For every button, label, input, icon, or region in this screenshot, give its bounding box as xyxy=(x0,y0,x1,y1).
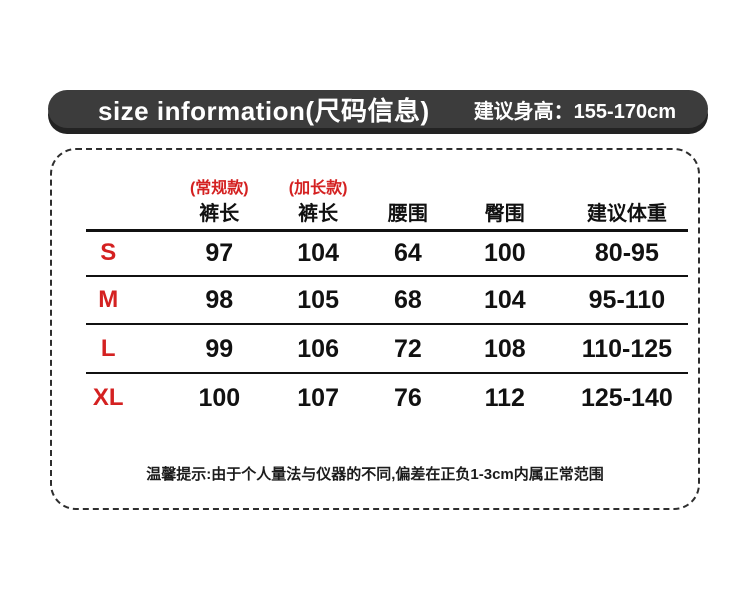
column-header-weight: 建议体重 xyxy=(556,200,698,228)
column-header-hip: 臀围 xyxy=(454,200,556,228)
row-divider xyxy=(86,323,688,325)
row-divider xyxy=(86,372,688,374)
column-label: 腰围 xyxy=(387,203,428,225)
size-label: L xyxy=(100,335,116,362)
extended-length-value: 107 xyxy=(297,383,339,412)
weight-range-value: 125-140 xyxy=(581,383,673,412)
size-label: M xyxy=(98,286,119,313)
column-label: 裤长 xyxy=(298,203,339,225)
row-divider xyxy=(86,275,688,277)
table-row-s: S 97 104 64 100 80-95 xyxy=(52,236,698,270)
hip-value: 100 xyxy=(483,238,526,267)
hip-value: 104 xyxy=(483,285,526,314)
waist-value: 72 xyxy=(394,334,422,363)
regular-length-value: 98 xyxy=(205,285,234,314)
header-bar: size information(尺码信息) 建议身高：155-170cm xyxy=(48,90,708,128)
waist-value: 64 xyxy=(394,238,422,267)
weight-range-value: 80-95 xyxy=(594,238,659,267)
hip-value: 108 xyxy=(483,334,526,363)
header-divider xyxy=(86,229,688,232)
size-info-title: size information(尺码信息) xyxy=(98,95,430,126)
table-header-row: (常规款) 裤长 (加长款) 裤长 腰围 臀围 建议体重 xyxy=(52,168,698,228)
regular-length-value: 99 xyxy=(205,334,234,363)
column-label: 臀围 xyxy=(484,203,525,225)
measurement-disclaimer: 温馨提示:由于个人量法与仪器的不同,偏差在正负1-3cm内属正常范围 xyxy=(146,466,604,483)
table-row-m: M 98 105 68 104 95-110 xyxy=(52,283,698,317)
waist-value: 76 xyxy=(394,383,422,412)
column-label: 裤长 xyxy=(199,203,240,225)
column-header-waist: 腰围 xyxy=(362,200,454,228)
regular-length-value: 100 xyxy=(198,383,241,412)
size-label: S xyxy=(100,239,117,266)
column-header-regular-length: (常规款) 裤长 xyxy=(164,178,274,228)
column-header-extended-length: (加长款) 裤长 xyxy=(274,178,362,228)
waist-value: 68 xyxy=(394,285,422,314)
size-label: XL xyxy=(92,384,124,411)
table-row-xl: XL 100 107 76 112 125-140 xyxy=(52,381,698,415)
column-label: 建议体重 xyxy=(586,203,667,225)
extended-length-value: 106 xyxy=(297,334,339,363)
height-recommendation: 建议身高：155-170cm xyxy=(473,100,676,123)
extended-length-value: 105 xyxy=(297,285,339,314)
weight-range-value: 110-125 xyxy=(581,334,673,363)
weight-range-value: 95-110 xyxy=(588,285,666,314)
hip-value: 112 xyxy=(484,383,525,412)
regular-length-value: 97 xyxy=(205,238,234,267)
table-row-l: L 99 106 72 108 110-125 xyxy=(52,332,698,366)
regular-style-tag: (常规款) xyxy=(189,180,249,197)
extended-style-tag: (加长款) xyxy=(288,180,348,197)
size-table-panel: (常规款) 裤长 (加长款) 裤长 腰围 臀围 建议体重 S 97 104 64… xyxy=(50,148,700,510)
extended-length-value: 104 xyxy=(297,238,339,267)
